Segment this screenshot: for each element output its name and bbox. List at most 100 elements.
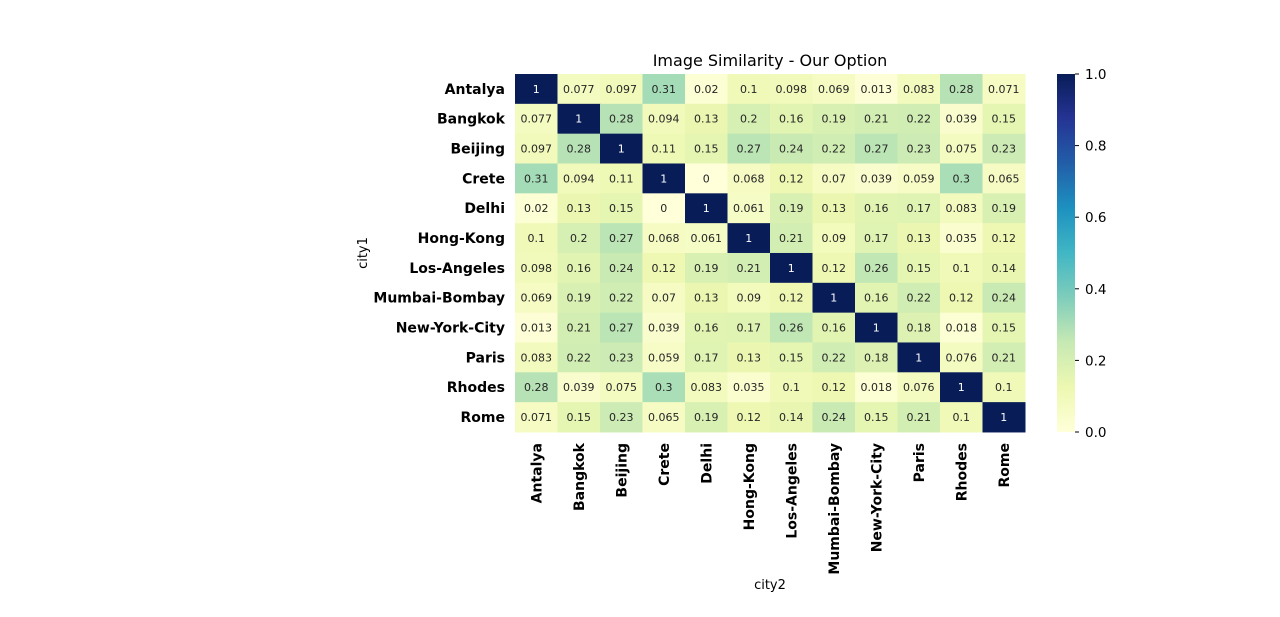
cell-value-label: 0.12 bbox=[779, 172, 804, 185]
cell-value-label: 0.071 bbox=[988, 83, 1020, 96]
heatmap-cell bbox=[557, 163, 601, 194]
heatmap-cell bbox=[685, 133, 728, 164]
column-tick-label: Paris bbox=[912, 443, 928, 482]
heatmap-cell bbox=[600, 74, 643, 105]
heatmap-cell bbox=[940, 133, 983, 164]
heatmap-cell bbox=[557, 223, 601, 254]
heatmap-cell bbox=[600, 163, 643, 194]
cell-value-label: 0.061 bbox=[691, 232, 723, 245]
heatmap-cell bbox=[685, 193, 728, 224]
heatmap-cell bbox=[515, 312, 558, 343]
heatmap-cell bbox=[642, 193, 686, 224]
row-tick-label: Los-Angeles bbox=[409, 261, 505, 277]
heatmap-cell bbox=[685, 402, 728, 433]
cell-value-label: 0.02 bbox=[694, 83, 719, 96]
cell-value-label: 0.24 bbox=[992, 292, 1017, 305]
cell-value-label: 0.22 bbox=[822, 351, 847, 364]
heatmap-cell bbox=[855, 252, 898, 284]
row-tick-label: Rhodes bbox=[447, 380, 505, 396]
cell-value-label: 0.15 bbox=[694, 143, 719, 156]
row-tick-label: Crete bbox=[462, 171, 505, 187]
heatmap-cell bbox=[812, 193, 856, 224]
cell-value-label: 0.27 bbox=[609, 232, 634, 245]
heatmap-cell bbox=[897, 312, 941, 343]
heatmap-cell bbox=[642, 402, 686, 433]
cell-value-label: 0.039 bbox=[648, 322, 680, 335]
heatmap-cell bbox=[515, 163, 558, 194]
heatmap-cell bbox=[940, 193, 983, 224]
heatmap-cell bbox=[855, 193, 898, 224]
cell-value-label: 0.15 bbox=[609, 202, 634, 215]
heatmap-cell bbox=[727, 282, 771, 314]
cell-value-label: 0.1 bbox=[953, 411, 971, 424]
cell-value-label: 0.07 bbox=[652, 292, 677, 305]
heatmap-cell bbox=[727, 163, 771, 194]
cell-value-label: 0.083 bbox=[521, 351, 553, 364]
cell-value-label: 0.09 bbox=[822, 232, 847, 245]
cell-value-label: 1 bbox=[873, 322, 880, 335]
heatmap-cell bbox=[982, 372, 1026, 403]
cell-value-label: 0.15 bbox=[864, 411, 889, 424]
heatmap-cell bbox=[897, 372, 941, 403]
cell-value-label: 1 bbox=[745, 232, 752, 245]
heatmap-cell bbox=[855, 282, 898, 314]
cell-value-label: 0.12 bbox=[949, 292, 974, 305]
heatmap-cell bbox=[770, 223, 813, 254]
column-tick-label: Delhi bbox=[699, 443, 715, 484]
heatmap-cell bbox=[855, 163, 898, 194]
cell-value-label: 0.076 bbox=[946, 351, 978, 364]
heatmap-cell bbox=[897, 282, 941, 314]
row-tick-label: Hong-Kong bbox=[418, 231, 505, 247]
cell-value-label: 0.15 bbox=[779, 351, 804, 364]
heatmap-cell bbox=[770, 312, 813, 343]
heatmap-cell bbox=[812, 223, 856, 254]
heatmap-cell bbox=[557, 372, 601, 403]
cell-value-label: 0.28 bbox=[609, 113, 634, 126]
cell-value-label: 0.059 bbox=[903, 172, 935, 185]
heatmap-cell bbox=[897, 163, 941, 194]
heatmap-cell bbox=[600, 372, 643, 403]
cell-value-label: 0.2 bbox=[570, 232, 588, 245]
column-labels: Antalya Bangkok Beijing Crete Delhi Hong-Kong… bbox=[529, 442, 1013, 574]
cell-value-label: 0.28 bbox=[567, 143, 592, 156]
heatmap-cell bbox=[982, 252, 1026, 284]
heatmap-cell bbox=[600, 103, 643, 135]
cell-value-label: 0.098 bbox=[521, 262, 553, 275]
heatmap-cell bbox=[940, 74, 983, 105]
heatmap-cell bbox=[982, 402, 1026, 433]
heatmap-cell bbox=[855, 223, 898, 254]
cell-value-label: 0.17 bbox=[694, 351, 719, 364]
cell-value-label: 0.075 bbox=[606, 381, 638, 394]
row-tick-label: New-York-City bbox=[396, 321, 505, 337]
heatmap-cell bbox=[727, 402, 771, 433]
cell-value-label: 0.17 bbox=[737, 322, 762, 335]
heatmap-cell bbox=[515, 74, 558, 105]
cell-value-label: 0.094 bbox=[563, 172, 595, 185]
heatmap-cell bbox=[897, 193, 941, 224]
heatmap-cell bbox=[812, 342, 856, 373]
heatmap-cell bbox=[557, 402, 601, 433]
cell-value-label: 0.3 bbox=[655, 381, 673, 394]
heatmap-cell bbox=[940, 402, 983, 433]
heatmap-cell bbox=[642, 372, 686, 403]
row-tick-label: Delhi bbox=[464, 201, 505, 217]
column-tick-label: Bangkok bbox=[572, 442, 588, 511]
heatmap-cell bbox=[940, 342, 983, 373]
cell-value-label: 0.09 bbox=[737, 292, 762, 305]
cell-value-label: 0.097 bbox=[521, 143, 553, 156]
heatmap-cell bbox=[515, 133, 558, 164]
cell-value-label: 0.097 bbox=[606, 83, 638, 96]
cell-value-label: 0.16 bbox=[694, 322, 719, 335]
heatmap-cell bbox=[600, 193, 643, 224]
heatmap-cell bbox=[982, 133, 1026, 164]
cell-value-label: 0.018 bbox=[946, 322, 978, 335]
heatmap-cell bbox=[812, 252, 856, 284]
cell-value-label: 1 bbox=[788, 262, 795, 275]
cell-value-label: 0.15 bbox=[907, 262, 932, 275]
heatmap-cell bbox=[727, 342, 771, 373]
heatmap-cell bbox=[685, 282, 728, 314]
column-tick-label: Antalya bbox=[529, 443, 545, 503]
cell-value-label: 0.22 bbox=[567, 351, 592, 364]
cell-value-label: 1 bbox=[618, 143, 625, 156]
cell-value-label: 0.22 bbox=[907, 113, 932, 126]
